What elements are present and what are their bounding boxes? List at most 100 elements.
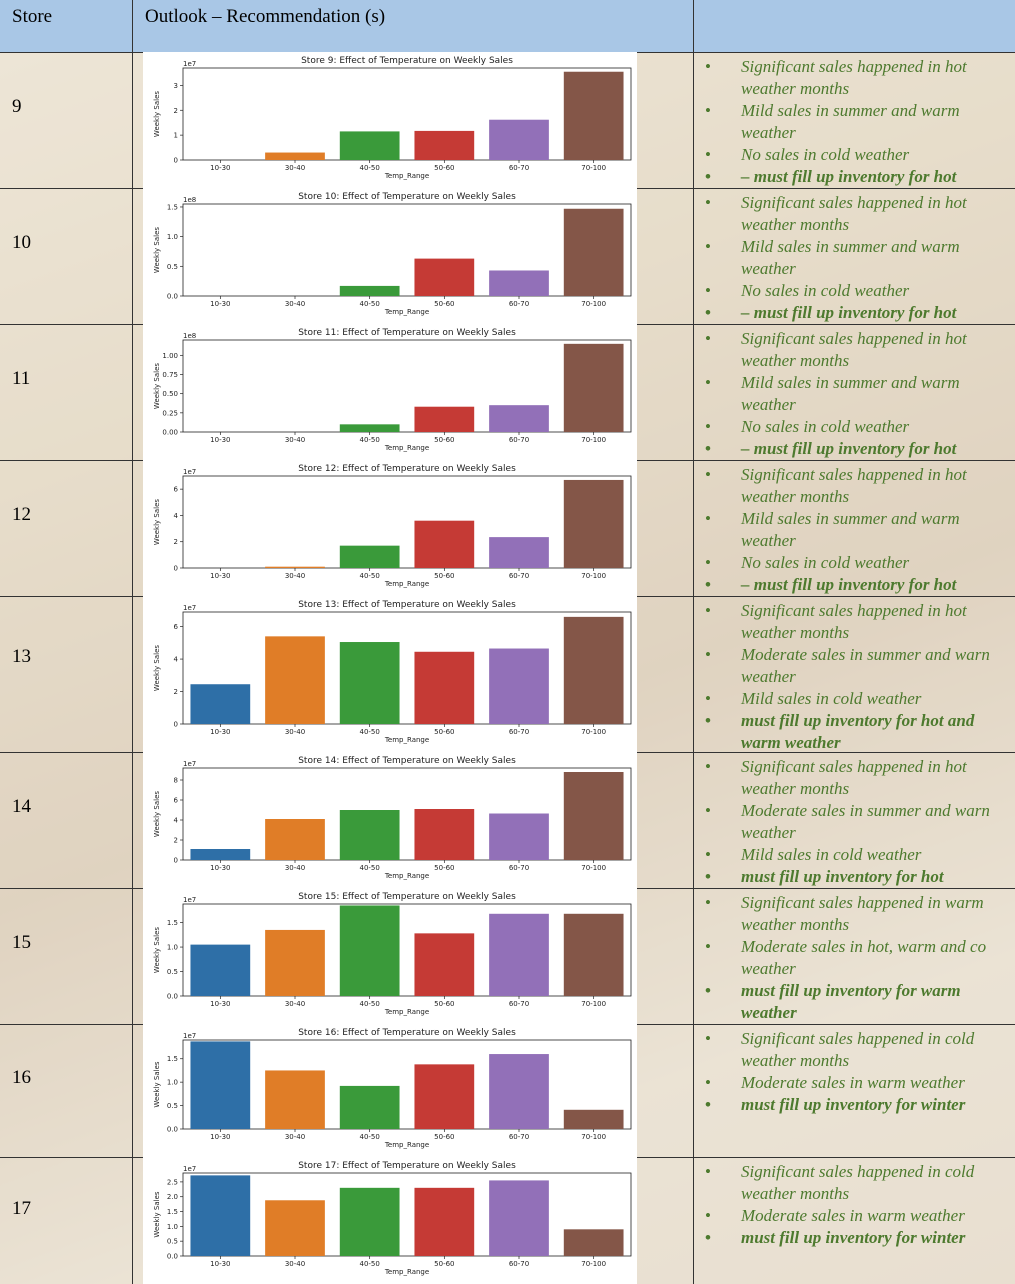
- bar-70-100: [563, 71, 624, 160]
- y-tick-label: 1.5: [167, 203, 178, 211]
- y-tick-label: 1: [174, 132, 178, 140]
- recommendations: Significant sales happened in hot weathe…: [705, 600, 1015, 754]
- y-tick-label: 2: [174, 688, 178, 696]
- header-store: Store: [12, 6, 53, 27]
- bar-50-60: [414, 651, 475, 724]
- recommendation-item: Moderate sales in warm weather: [705, 1205, 1015, 1227]
- recommendation-list: Significant sales happened in hot weathe…: [705, 328, 1015, 460]
- chart-title: Store 17: Effect of Temperature on Weekl…: [298, 1161, 516, 1171]
- y-tick-label: 4: [174, 817, 179, 825]
- recommendation-list: Significant sales happened in hot weathe…: [705, 56, 1015, 188]
- bar-10-30: [190, 684, 251, 724]
- recommendation-item: must fill up inventory for winter: [705, 1227, 1015, 1249]
- y-tick-label: 0.50: [162, 390, 178, 398]
- x-tick-label: 30-40: [285, 300, 305, 308]
- x-tick-label: 40-50: [359, 164, 379, 172]
- chart-svg: Store 17: Effect of Temperature on Weekl…: [153, 1161, 632, 1276]
- scale-label: 1e8: [183, 332, 196, 340]
- plot-frame: [182, 1172, 632, 1257]
- x-tick-label: 70-100: [581, 436, 606, 444]
- x-tick-label: 50-60: [434, 1260, 454, 1268]
- bar-50-60: [414, 406, 475, 432]
- y-tick-label: 3: [174, 82, 178, 90]
- bar-30-40: [265, 819, 325, 860]
- bar-40-50: [339, 905, 400, 996]
- store-number: 13: [12, 645, 31, 667]
- plot-frame: [182, 475, 632, 569]
- recommendation-item: Moderate sales in summer and warn weathe…: [705, 644, 1015, 688]
- x-tick-label: 10-30: [210, 1000, 230, 1008]
- bar-70-100: [563, 1229, 624, 1256]
- store-number: 17: [12, 1197, 31, 1219]
- scale-label: 1e7: [183, 60, 196, 68]
- x-tick-label: 70-100: [581, 300, 606, 308]
- x-tick-label: 50-60: [434, 1133, 454, 1141]
- y-tick-label: 0: [174, 157, 178, 165]
- bar-40-50: [339, 1187, 400, 1256]
- y-tick-label: 0.5: [167, 263, 178, 271]
- x-tick-label: 10-30: [210, 728, 230, 736]
- bar-70-100: [563, 616, 624, 724]
- y-tick-label: 0: [174, 721, 178, 729]
- y-tick-label: 1.0: [167, 233, 178, 241]
- recommendation-item: No sales in cold weather: [705, 144, 1015, 166]
- bar-40-50: [339, 810, 400, 860]
- y-tick-label: 0: [174, 857, 178, 865]
- recommendation-item: Mild sales in cold weather: [705, 844, 1015, 866]
- x-tick-label: 60-70: [509, 728, 529, 736]
- recommendation-item: No sales in cold weather: [705, 280, 1015, 302]
- chart-svg: Store 15: Effect of Temperature on Weekl…: [153, 892, 632, 1016]
- x-tick-label: 70-100: [581, 1260, 606, 1268]
- chart-title: Store 13: Effect of Temperature on Weekl…: [298, 600, 516, 610]
- bar-40-50: [339, 424, 400, 432]
- bar-30-40: [265, 152, 325, 160]
- x-tick-label: 50-60: [434, 300, 454, 308]
- x-axis-label: Temp_Range: [384, 580, 429, 588]
- bar-40-50: [339, 642, 400, 724]
- x-tick-label: 50-60: [434, 728, 454, 736]
- y-tick-label: 1.0: [167, 944, 178, 952]
- recommendations: Significant sales happened in cold weath…: [705, 1028, 1015, 1116]
- chart-title: Store 10: Effect of Temperature on Weekl…: [298, 192, 516, 202]
- y-tick-label: 0.00: [162, 429, 178, 437]
- plot-frame: [182, 1039, 632, 1130]
- x-tick-label: 10-30: [210, 164, 230, 172]
- x-tick-label: 10-30: [210, 1133, 230, 1141]
- chart-svg: Store 13: Effect of Temperature on Weekl…: [153, 600, 632, 744]
- bar-50-60: [414, 520, 475, 568]
- bar-70-100: [563, 479, 624, 568]
- y-tick-label: 0.0: [167, 293, 178, 301]
- bar-30-40: [265, 636, 325, 724]
- x-tick-label: 10-30: [210, 436, 230, 444]
- recommendations: Significant sales happened in hot weathe…: [705, 56, 1015, 188]
- recommendation-item: – must fill up inventory for hot: [705, 166, 1015, 188]
- x-tick-label: 30-40: [285, 1133, 305, 1141]
- x-axis-label: Temp_Range: [384, 736, 429, 744]
- row-divider: [693, 596, 1015, 597]
- recommendations: Significant sales happened in hot weathe…: [705, 756, 1015, 888]
- bar-60-70: [489, 648, 549, 724]
- chart-svg: Store 16: Effect of Temperature on Weekl…: [153, 1028, 632, 1149]
- y-tick-label: 0.5: [167, 1102, 178, 1110]
- table-header: Store Outlook – Recommendation (s): [0, 0, 1015, 53]
- y-tick-label: 1.5: [167, 919, 178, 927]
- row-divider: [693, 188, 1015, 189]
- store-number: 12: [12, 503, 31, 525]
- y-tick-label: 1.0: [167, 1079, 178, 1087]
- y-axis-label: Weekly Sales: [153, 1061, 161, 1107]
- y-tick-label: 2: [174, 107, 178, 115]
- y-tick-label: 0.0: [167, 1126, 178, 1134]
- chart-store-9: Store 9: Effect of Temperature on Weekly…: [143, 52, 637, 188]
- y-tick-label: 0: [174, 565, 178, 573]
- y-tick-label: 4: [174, 512, 179, 520]
- recommendation-item: Mild sales in cold weather: [705, 688, 1015, 710]
- y-axis-label: Weekly Sales: [153, 227, 161, 273]
- recommendation-item: must fill up inventory for warm weather: [705, 980, 1015, 1024]
- plot-frame: [182, 339, 632, 433]
- recommendation-item: Moderate sales in warm weather: [705, 1072, 1015, 1094]
- chart-svg: Store 11: Effect of Temperature on Weekl…: [153, 328, 632, 452]
- x-tick-label: 70-100: [581, 1000, 606, 1008]
- store-number: 14: [12, 795, 31, 817]
- x-tick-label: 60-70: [509, 1260, 529, 1268]
- bar-60-70: [489, 1180, 549, 1256]
